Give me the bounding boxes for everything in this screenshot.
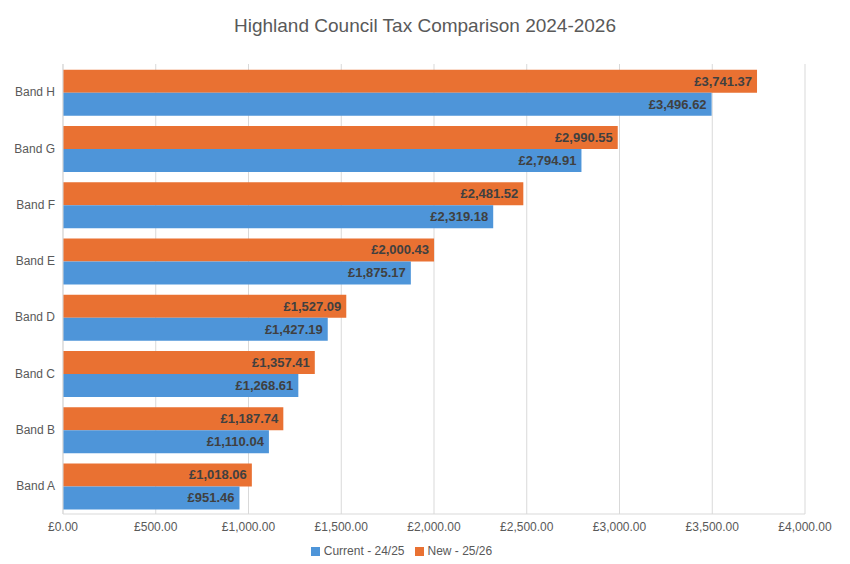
svg-text:£1,000.00: £1,000.00 bbox=[222, 520, 276, 534]
html-text:Highland Council Tax Compariso: Highland Council Tax Comparison 2024-202… bbox=[234, 15, 616, 36]
svg-text:Band A: Band A bbox=[16, 479, 55, 493]
svg-text:£3,000.00: £3,000.00 bbox=[593, 520, 647, 534]
html-text:New - 25/26: New - 25/26 bbox=[427, 544, 493, 558]
svg-text:Band B: Band B bbox=[16, 423, 55, 437]
svg-text:£1,500.00: £1,500.00 bbox=[315, 520, 369, 534]
svg-text:£500.00: £500.00 bbox=[134, 520, 178, 534]
svg-text:£1,268.61: £1,268.61 bbox=[235, 378, 293, 393]
svg-text:£2,794.91: £2,794.91 bbox=[519, 153, 577, 168]
svg-text:Band H: Band H bbox=[15, 85, 55, 99]
svg-text:Band D: Band D bbox=[15, 310, 55, 324]
svg-text:£1,427.19: £1,427.19 bbox=[265, 322, 323, 337]
svg-text:£1,875.17: £1,875.17 bbox=[348, 265, 406, 280]
svg-text:£1,018.06: £1,018.06 bbox=[189, 467, 247, 482]
svg-text:£2,319.18: £2,319.18 bbox=[430, 209, 488, 224]
html-text:Current - 24/25: Current - 24/25 bbox=[323, 544, 405, 558]
svg-text:£0.00: £0.00 bbox=[48, 520, 78, 534]
svg-text:£3,496.62: £3,496.62 bbox=[649, 97, 707, 112]
svg-text:£1,527.09: £1,527.09 bbox=[283, 299, 341, 314]
svg-text:£2,000.43: £2,000.43 bbox=[371, 242, 429, 257]
svg-text:£2,500.00: £2,500.00 bbox=[500, 520, 554, 534]
svg-text:Band C: Band C bbox=[15, 367, 55, 381]
svg-text:£3,500.00: £3,500.00 bbox=[686, 520, 740, 534]
svg-text:£4,000.00: £4,000.00 bbox=[778, 520, 832, 534]
svg-text:£1,110.04: £1,110.04 bbox=[207, 434, 265, 449]
svg-text:£3,741.37: £3,741.37 bbox=[694, 74, 752, 89]
svg-text:Band E: Band E bbox=[16, 254, 55, 268]
svg-text:Band F: Band F bbox=[16, 198, 55, 212]
svg-text:Band G: Band G bbox=[14, 142, 55, 156]
svg-text:£951.46: £951.46 bbox=[187, 490, 234, 505]
svg-text:£2,481.52: £2,481.52 bbox=[460, 186, 518, 201]
svg-text:£1,357.41: £1,357.41 bbox=[252, 355, 310, 370]
svg-text:£2,000.00: £2,000.00 bbox=[407, 520, 461, 534]
svg-text:£1,187.74: £1,187.74 bbox=[220, 411, 279, 426]
svg-text:£2,990.55: £2,990.55 bbox=[555, 130, 613, 145]
